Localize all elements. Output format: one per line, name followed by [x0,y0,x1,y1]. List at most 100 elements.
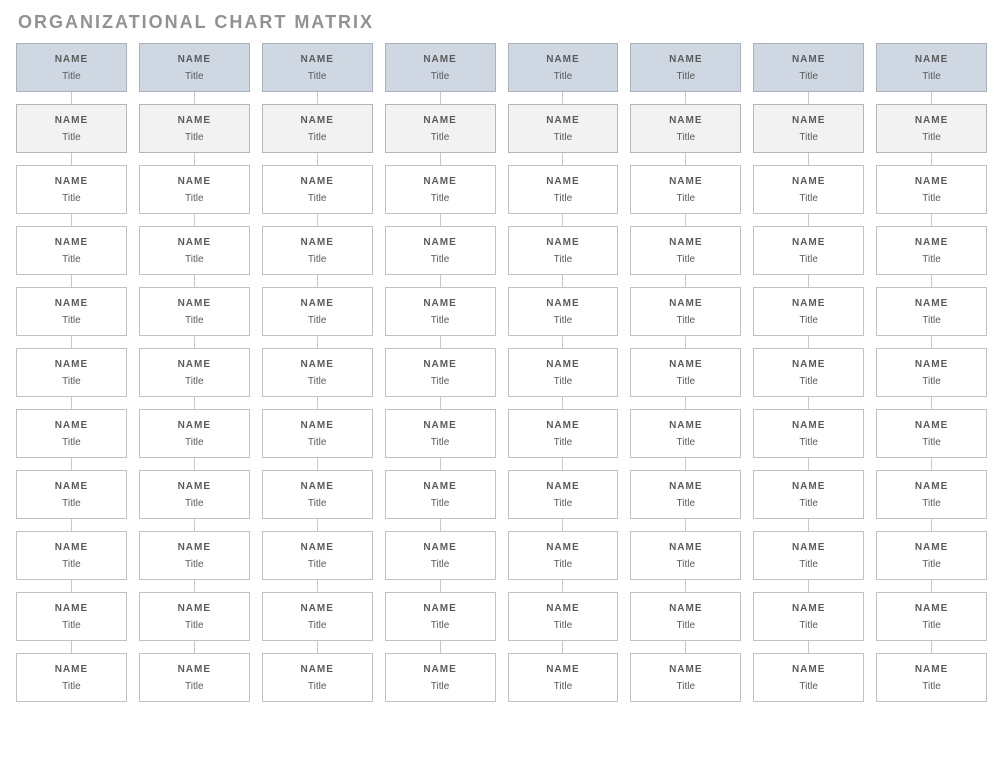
connector-line [931,397,932,409]
org-card-name: NAME [792,664,825,677]
connector-line [562,92,563,104]
matrix-cell: NAMETitle [876,641,987,702]
connector-line [194,275,195,287]
connector-line [440,153,441,165]
org-card-name: NAME [546,237,579,250]
org-card-name: NAME [178,664,211,677]
org-card-title: Title [431,315,450,328]
matrix-cell: NAMETitle [508,641,619,702]
connector-line [440,336,441,348]
org-card-name: NAME [792,176,825,189]
org-card-title: Title [185,498,204,511]
matrix-cell: NAMETitle [508,580,619,641]
org-card-title: Title [308,376,327,389]
org-card-name: NAME [423,542,456,555]
connector-line [71,397,72,409]
org-card-name: NAME [300,237,333,250]
matrix-cell: NAMETitle [876,43,987,92]
org-card-name: NAME [55,54,88,67]
connector-line [562,153,563,165]
org-card: NAMETitle [508,653,619,702]
org-card: NAMETitle [262,287,373,336]
org-card: NAMETitle [753,104,864,153]
org-card-name: NAME [546,115,579,128]
org-card-title: Title [185,254,204,267]
org-card-title: Title [554,193,573,206]
org-card: NAMETitle [508,165,619,214]
org-card-name: NAME [669,359,702,372]
org-card-name: NAME [423,237,456,250]
connector-line [562,580,563,592]
org-card-name: NAME [669,481,702,494]
org-card-name: NAME [423,603,456,616]
org-card-title: Title [799,681,818,694]
matrix-cell: NAMETitle [753,92,864,153]
matrix-cell: NAMETitle [630,214,741,275]
matrix-cell: NAMETitle [630,519,741,580]
matrix-row: NAMETitleNAMETitleNAMETitleNAMETitleNAME… [16,275,987,336]
connector-line [808,336,809,348]
connector-line [931,519,932,531]
org-card: NAMETitle [139,165,250,214]
org-card: NAMETitle [262,470,373,519]
connector-line [440,275,441,287]
org-card-name: NAME [300,542,333,555]
org-card-name: NAME [300,603,333,616]
connector-line [685,214,686,226]
org-card: NAME Title [16,43,127,92]
org-card-name: NAME [300,176,333,189]
connector-line [808,580,809,592]
org-card-name: NAME [792,542,825,555]
org-card: NAMETitle [630,287,741,336]
matrix-cell: NAMETitle [385,519,496,580]
org-card: NAMETitle [630,226,741,275]
matrix-cell: NAMETitle [508,397,619,458]
org-card-name: NAME [55,481,88,494]
org-card: NAMETitle [753,348,864,397]
matrix-cell: NAMETitle [630,92,741,153]
org-card-name: NAME [300,298,333,311]
matrix-row: NAMETitleNAMETitleNAMETitleNAMETitleNAME… [16,397,987,458]
org-card: NAMETitle [16,348,127,397]
matrix-row: NAMETitleNAMETitleNAMETitleNAMETitleNAME… [16,458,987,519]
org-card-name: NAME [423,298,456,311]
org-card-title: Title [431,437,450,450]
org-card: NAMETitle [385,226,496,275]
org-card-title: Title [62,132,81,145]
org-card-title: Title [554,620,573,633]
matrix-cell: NAMETitle [385,153,496,214]
org-card-title: Title [799,559,818,572]
org-card-name: NAME [915,176,948,189]
matrix-cell: NAMETitle [508,275,619,336]
connector-line [194,214,195,226]
org-card-title: Title [922,498,941,511]
org-card: NAME Title [753,531,864,580]
matrix-cell: NAMETitle [876,397,987,458]
org-card: NAMETitle [16,409,127,458]
matrix-cell: NAMETitle [508,519,619,580]
org-card: NAMETitle [508,409,619,458]
org-card-title: Title [62,71,81,84]
org-card: NAMETitle [262,592,373,641]
connector-line [317,641,318,653]
org-card-name: NAME [669,237,702,250]
connector-line [71,153,72,165]
org-card-title: Title [308,498,327,511]
org-card-name: NAME [792,481,825,494]
org-card-name: NAME [669,542,702,555]
org-card: NAMETitle [16,104,127,153]
matrix-cell: NAMETitle [630,641,741,702]
matrix-cell: NAMETitle [508,92,619,153]
matrix-cell: NAMETitle [139,519,250,580]
org-card-name: NAME [55,664,88,677]
matrix-cell: NAMETitle [16,458,127,519]
org-card: NAME Title [385,287,496,336]
org-card-title: Title [185,559,204,572]
connector-line [194,458,195,470]
org-card: NAMETitle [139,470,250,519]
connector-line [562,336,563,348]
connector-line [931,275,932,287]
matrix-cell: NAMETitle [753,43,864,92]
org-card: NAMETitle [139,531,250,580]
matrix-cell: NAMETitle [139,397,250,458]
